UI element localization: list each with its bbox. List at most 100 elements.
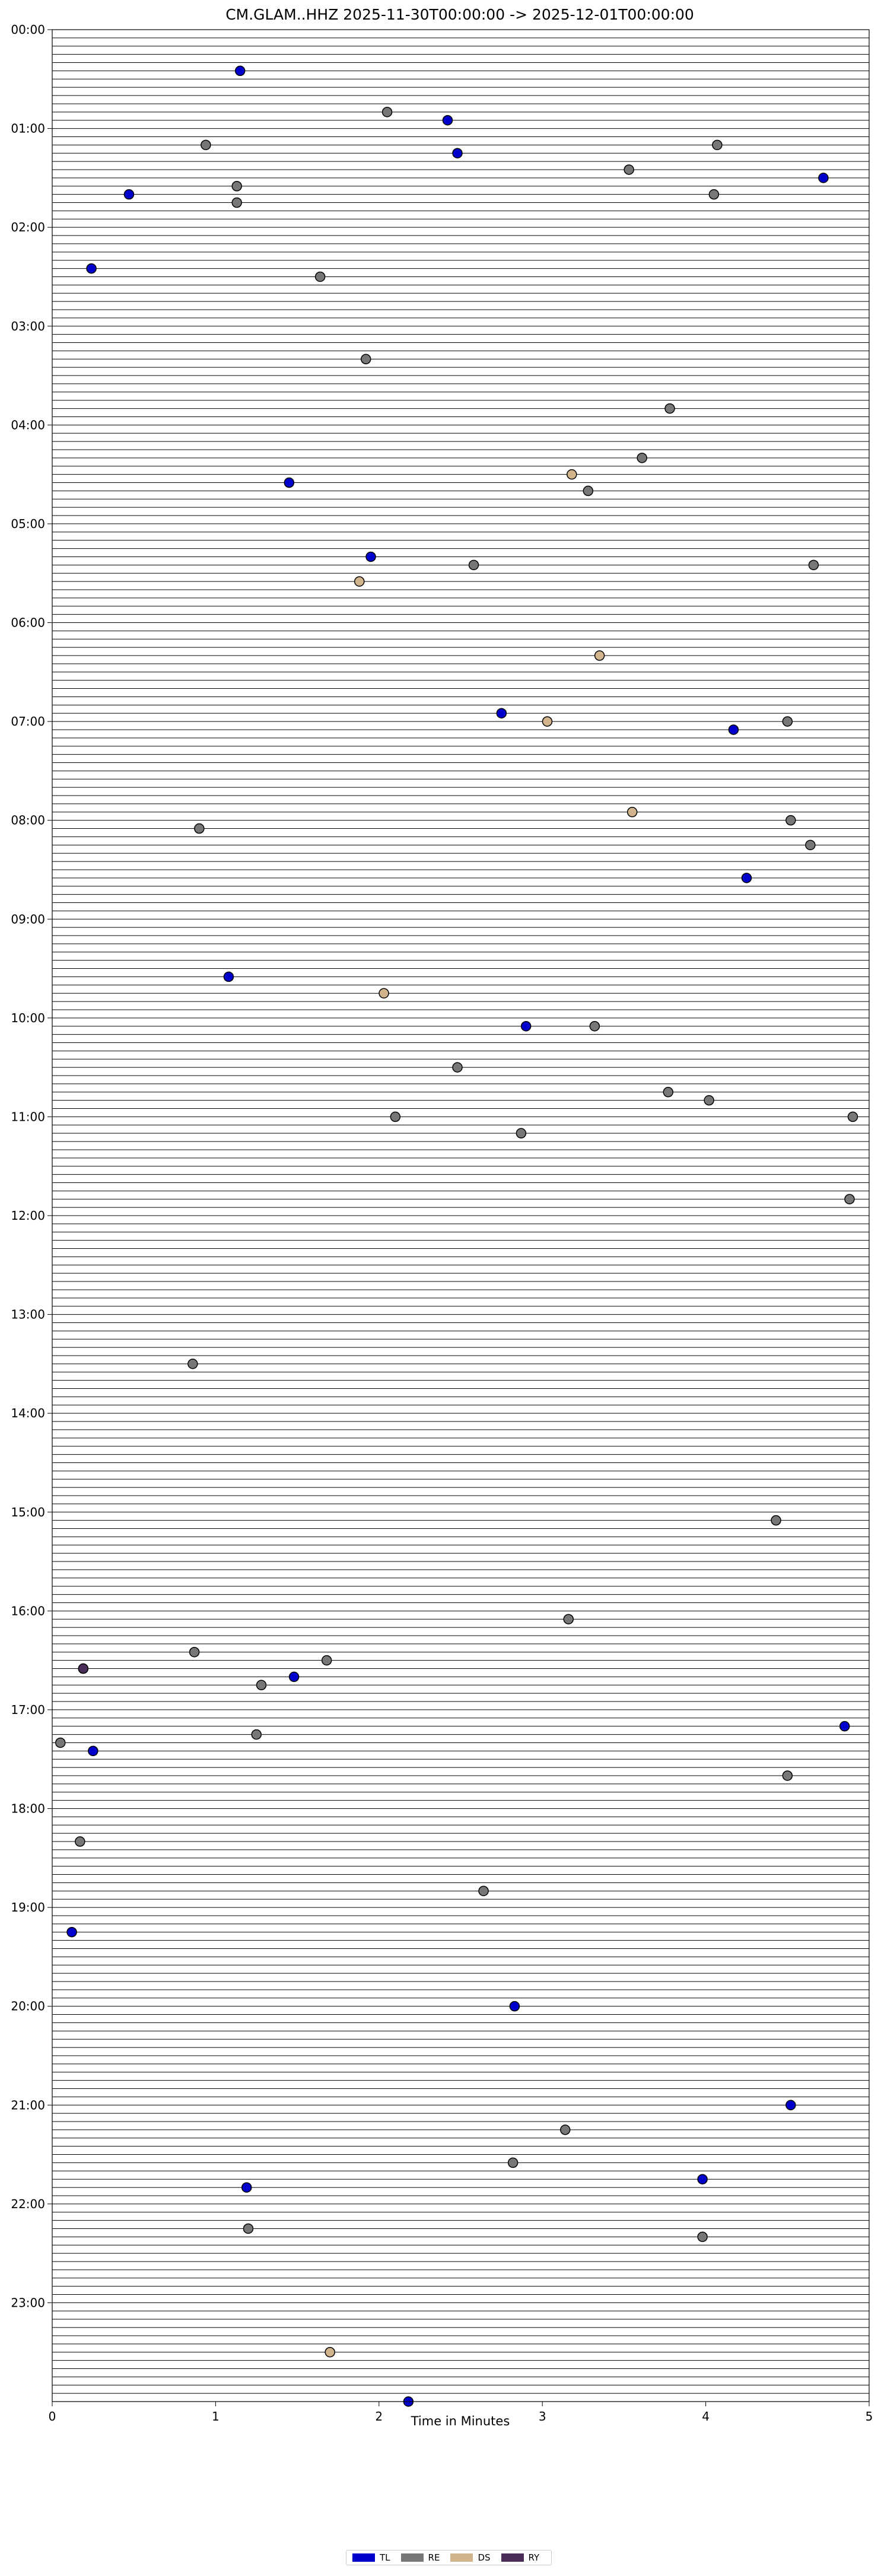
- x-tick-label: 5: [866, 2409, 873, 2424]
- event-point-tl: [223, 971, 234, 982]
- legend-item: RE: [400, 2552, 440, 2563]
- y-tick-label: 07:00: [11, 714, 45, 729]
- x-axis: 0 1 2 3 4 5: [49, 2402, 873, 2424]
- y-tick-label: 21:00: [11, 2098, 45, 2112]
- event-point-re: [187, 1359, 198, 1369]
- event-point-tl: [496, 708, 507, 718]
- event-point-re: [583, 485, 594, 497]
- chart-title: CM.GLAM..HHZ 2025-11-30T00:00:00 -> 2025…: [225, 6, 694, 23]
- y-tick-label: 03:00: [11, 319, 45, 333]
- event-point-re: [75, 1836, 85, 1847]
- y-tick-label: 20:00: [11, 1999, 45, 2014]
- event-point-ds: [594, 650, 605, 661]
- event-point-ry: [78, 1663, 89, 1674]
- event-point-tl: [697, 2174, 708, 2184]
- event-point-tl: [365, 551, 376, 562]
- y-tick-label: 18:00: [11, 1802, 45, 1816]
- event-point-tl: [785, 2100, 796, 2110]
- event-point-tl: [509, 2001, 520, 2012]
- event-point-ds: [542, 716, 553, 727]
- y-tick-label: 05:00: [11, 517, 45, 531]
- y-tick-label: 02:00: [11, 220, 45, 234]
- event-point-re: [805, 839, 816, 851]
- event-point-re: [589, 1020, 600, 1032]
- legend-swatch: [352, 2553, 375, 2562]
- event-point-re: [478, 1885, 489, 1897]
- x-tick-label: 2: [375, 2409, 383, 2424]
- plot-frame: [52, 29, 870, 2402]
- event-point-ds: [379, 988, 389, 998]
- event-point-re: [251, 1729, 262, 1740]
- event-point-re: [708, 189, 720, 200]
- event-point-tl: [234, 65, 246, 77]
- event-point-re: [243, 2223, 254, 2234]
- event-point-re: [664, 403, 675, 414]
- event-point-re: [201, 139, 211, 151]
- event-point-re: [321, 1655, 332, 1666]
- trace-lines: [52, 29, 869, 2394]
- event-point-re: [452, 1062, 463, 1073]
- event-point-ds: [567, 469, 577, 480]
- event-point-re: [381, 107, 393, 117]
- event-point-tl: [728, 724, 739, 735]
- event-point-re: [563, 1614, 574, 1624]
- event-point-ds: [354, 576, 365, 587]
- y-tick-label: 00:00: [11, 23, 45, 37]
- event-point-tl: [839, 1720, 850, 1732]
- x-tick-label: 1: [212, 2409, 220, 2424]
- event-point-re: [194, 823, 205, 834]
- legend-label: RY: [528, 2552, 540, 2563]
- event-point-re: [231, 197, 242, 208]
- y-tick-label: 09:00: [11, 912, 45, 926]
- event-point-re: [624, 164, 634, 175]
- x-tick-label: 3: [539, 2409, 546, 2424]
- y-tick-label: 14:00: [11, 1406, 45, 1420]
- event-markers: [55, 65, 858, 2407]
- y-axis: 00:00 01:00 02:00 03:00 04:00 05:00 06:00 07:00…: [11, 23, 52, 2310]
- event-point-ds: [325, 2346, 335, 2358]
- y-tick-label: 15:00: [11, 1505, 45, 1519]
- y-tick-label: 17:00: [11, 1703, 45, 1717]
- event-point-re: [55, 1737, 66, 1748]
- event-point-re: [771, 1515, 781, 1526]
- event-point-re: [231, 181, 242, 192]
- legend-label: TL: [380, 2552, 390, 2563]
- y-tick-label: 22:00: [11, 2197, 45, 2211]
- legend: TL RE DS RY: [346, 2550, 552, 2565]
- event-point-re: [361, 354, 371, 365]
- y-tick-label: 23:00: [11, 2295, 45, 2310]
- event-point-re: [697, 2231, 708, 2243]
- y-tick-label: 01:00: [11, 122, 45, 136]
- event-point-re: [844, 1194, 855, 1204]
- y-tick-label: 19:00: [11, 1900, 45, 1914]
- event-point-re: [782, 716, 793, 727]
- event-point-re: [808, 559, 819, 571]
- event-point-re: [189, 1646, 200, 1658]
- legend-swatch: [450, 2553, 473, 2562]
- y-tick-label: 10:00: [11, 1011, 45, 1025]
- event-point-tl: [284, 477, 295, 488]
- event-point-tl: [66, 1926, 77, 1938]
- y-tick-label: 04:00: [11, 418, 45, 432]
- x-tick-label: 4: [702, 2409, 710, 2424]
- legend-swatch: [400, 2553, 424, 2562]
- event-point-re: [704, 1095, 714, 1106]
- event-point-re: [507, 2157, 519, 2168]
- y-tick-label: 16:00: [11, 1604, 45, 1618]
- event-point-tl: [123, 189, 135, 200]
- y-tick-label: 13:00: [11, 1308, 45, 1322]
- y-tick-label: 08:00: [11, 813, 45, 828]
- legend-item: TL: [352, 2552, 390, 2563]
- legend-swatch: [501, 2553, 524, 2562]
- event-point-ds: [626, 807, 638, 818]
- legend-label: RE: [428, 2552, 440, 2563]
- y-tick-label: 06:00: [11, 616, 45, 630]
- event-point-tl: [452, 148, 463, 158]
- event-point-re: [390, 1111, 401, 1122]
- event-point-tl: [741, 873, 752, 883]
- event-point-tl: [818, 173, 829, 183]
- legend-label: DS: [478, 2552, 491, 2563]
- event-point-re: [847, 1111, 858, 1122]
- legend-item: DS: [450, 2552, 491, 2563]
